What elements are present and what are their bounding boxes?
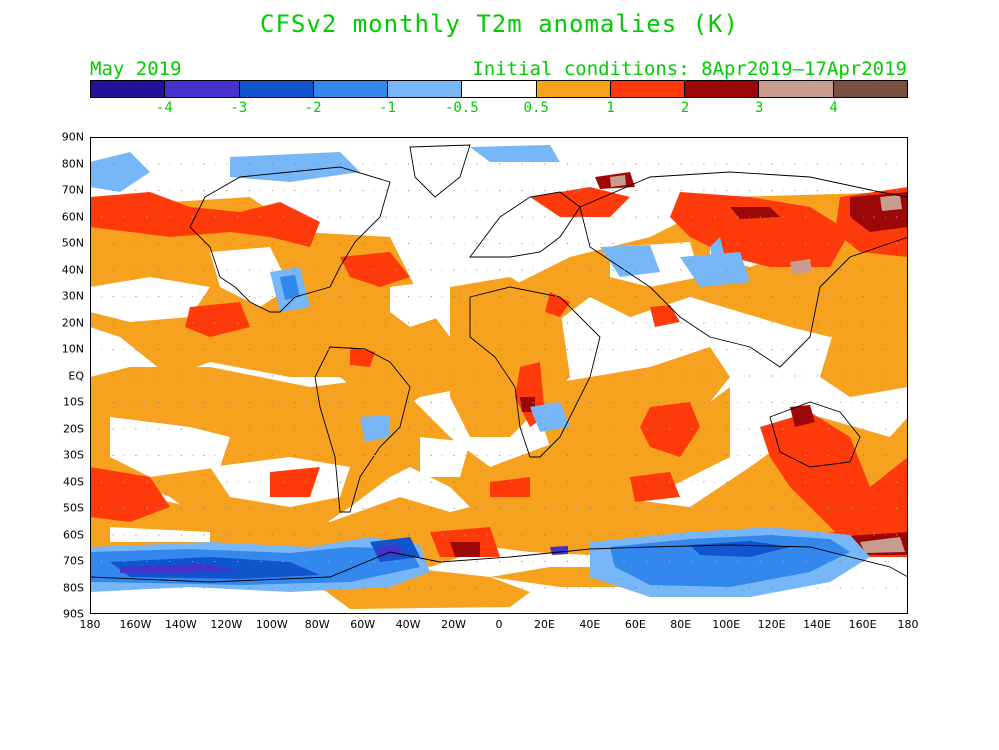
longitude-label: 40E [579, 618, 601, 631]
longitude-label: 20E [533, 618, 555, 631]
color-legend [90, 80, 908, 98]
color-legend-tick-label: 2 [680, 100, 690, 116]
color-legend-tick-label: 1 [606, 100, 615, 116]
latitude-label: 90S [63, 607, 84, 621]
longitude-label: 60W [350, 618, 376, 631]
color-legend-tick-label: 0.5 [523, 100, 549, 116]
latitude-label: 70S [63, 554, 84, 568]
latitude-label: 80N [61, 157, 84, 170]
latitude-label: 70N [61, 183, 84, 197]
longitude-label: 120E [757, 618, 786, 631]
color-legend-swatch [388, 81, 463, 97]
latitude-label: 40N [61, 263, 84, 276]
longitude-label: 100E [712, 618, 741, 631]
color-legend-swatch [536, 81, 611, 97]
longitude-label: 160W [119, 618, 152, 631]
color-legend-swatch [610, 81, 686, 97]
latitude-label: 60S [63, 528, 84, 541]
longitude-label: 60E [624, 618, 646, 631]
color-legend-tick-label: -4 [155, 100, 173, 116]
longitude-label: 80W [304, 618, 330, 631]
initial-conditions: Initial conditions: 8Apr2019–17Apr2019 [472, 58, 907, 80]
longitude-label: 80E [670, 618, 692, 631]
color-legend-swatch [833, 81, 907, 97]
map-title: CFSv2 monthly T2m anomalies (K) [260, 10, 739, 38]
latitude-label: 20N [61, 316, 84, 329]
grid-dots [90, 137, 908, 614]
latitude-label: 10S [63, 395, 84, 409]
longitude-label: 180 [79, 618, 101, 631]
latitude-label: 90N [61, 130, 84, 144]
color-legend-swatch [685, 81, 760, 97]
longitude-label: 20W [441, 618, 466, 631]
latitude-label: 40S [63, 475, 84, 488]
color-legend-tick-label: 3 [755, 100, 764, 116]
color-legend-swatch [313, 81, 389, 97]
longitude-label: 0 [495, 618, 503, 631]
color-legend-tick-label: -0.5 [444, 100, 479, 116]
latitude-label: 50S [63, 501, 84, 515]
longitude-label: 140W [164, 618, 197, 631]
longitude-label: 120W [210, 618, 243, 631]
anomaly-map-svg [90, 137, 908, 614]
color-legend-swatch [239, 81, 314, 97]
color-legend-swatch [759, 81, 834, 97]
color-legend-swatch [165, 81, 240, 97]
latitude-label: 80S [63, 581, 84, 594]
forecast-month: May 2019 [90, 58, 182, 80]
latitude-label: 20S [63, 422, 84, 435]
latitude-label: 30N [61, 289, 84, 303]
latitude-label: 50N [61, 236, 84, 250]
longitude-label: 160E [848, 618, 877, 631]
latitude-label: 10N [61, 342, 84, 356]
color-legend-swatch [91, 81, 166, 97]
color-legend-swatch [462, 81, 537, 97]
color-legend-tick-label: -3 [230, 100, 248, 116]
color-legend-tick-label: -1 [379, 100, 396, 116]
longitude-label: 40W [395, 618, 421, 631]
color-legend-tick-label: -2 [304, 100, 322, 116]
longitude-label: 100W [255, 618, 288, 631]
longitude-label: 180 [897, 618, 919, 631]
anomaly-map [90, 137, 908, 614]
longitude-label: 140E [803, 618, 832, 631]
latitude-label: EQ [68, 369, 84, 382]
latitude-label: 60N [61, 210, 84, 223]
color-legend-tick-label: 4 [829, 100, 838, 116]
latitude-label: 30S [63, 448, 84, 462]
